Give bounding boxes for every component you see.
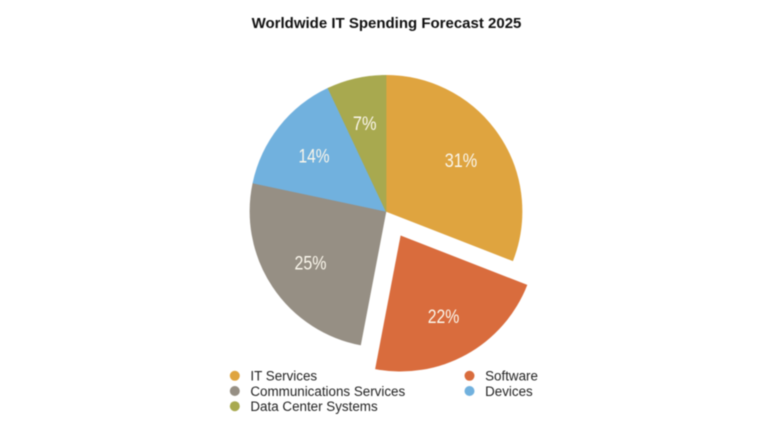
svg-text:Communications Services: Communications Services	[250, 384, 405, 399]
svg-text:7%: 7%	[353, 114, 377, 135]
svg-text:14%: 14%	[299, 146, 330, 167]
svg-text:Devices: Devices	[485, 384, 533, 399]
svg-text:Data Center Systems: Data Center Systems	[250, 399, 378, 414]
svg-text:IT Services: IT Services	[250, 369, 317, 384]
svg-text:Worldwide IT Spending Forecast: Worldwide IT Spending Forecast 2025	[252, 15, 522, 32]
svg-text:Software: Software	[485, 369, 538, 384]
svg-text:22%: 22%	[428, 307, 460, 328]
svg-text:25%: 25%	[295, 254, 327, 275]
svg-text:31%: 31%	[445, 151, 478, 172]
